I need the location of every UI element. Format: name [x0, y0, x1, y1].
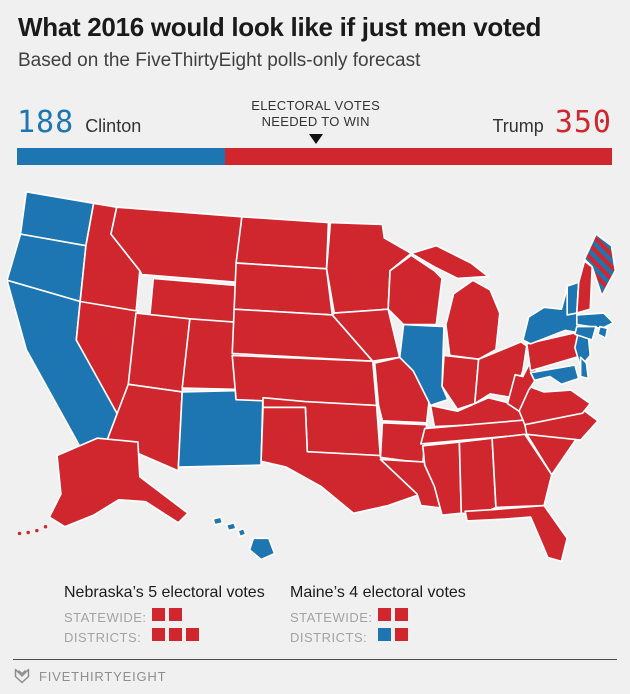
state-AK — [17, 437, 189, 536]
trump-votes: 350 — [554, 105, 612, 140]
state-WI — [387, 254, 443, 326]
state-NH — [575, 260, 594, 314]
state-UT — [127, 312, 191, 393]
down-triangle-icon — [308, 134, 323, 144]
us-map-svg — [7, 190, 617, 563]
state-SD — [233, 262, 334, 316]
maine-districts-squares — [378, 628, 412, 646]
us-map — [7, 186, 623, 586]
trump-ev-square — [186, 628, 199, 641]
nebraska-statewide-row: STATEWIDE: — [64, 608, 265, 626]
state-IN — [441, 354, 480, 411]
footer: FIVETHIRTYEIGHT — [13, 667, 166, 685]
trump-total: Trump 350 — [492, 105, 612, 140]
clinton-bar-segment — [17, 148, 225, 165]
state-RI — [597, 325, 609, 339]
statewide-label: STATEWIDE: — [290, 609, 373, 625]
state-GA — [491, 433, 553, 509]
brand-wordmark: FIVETHIRTYEIGHT — [39, 668, 167, 684]
page-title: What 2016 would look like if just men vo… — [18, 12, 542, 42]
electoral-bar — [17, 148, 612, 165]
trump-ev-square — [152, 628, 165, 641]
maine-statewide-row: STATEWIDE: — [290, 608, 466, 626]
state-HI — [212, 516, 276, 561]
state-MA — [575, 312, 615, 330]
trump-ev-square — [152, 608, 165, 621]
trump-ev-square — [169, 608, 182, 621]
page-subtitle: Based on the FiveThirtyEight polls-only … — [18, 50, 421, 71]
needed-to-win-label: ELECTORAL VOTES NEEDED TO WIN — [206, 98, 426, 130]
fox-icon — [14, 668, 30, 684]
maine-districts-row: DISTRICTS: — [290, 628, 466, 646]
clinton-votes: 188 — [17, 105, 75, 140]
needed-to-win-line2: NEEDED TO WIN — [261, 114, 370, 129]
state-AR — [379, 421, 428, 465]
state-FL — [464, 504, 568, 563]
state-IA — [331, 308, 401, 362]
electoral-bar-section: ELECTORAL VOTES NEEDED TO WIN 188 Clinto… — [17, 96, 612, 166]
state-IL — [398, 323, 449, 407]
state-DE — [579, 356, 590, 380]
nebraska-statewide-squares — [152, 608, 186, 626]
state-AL — [458, 437, 497, 516]
state-CT — [574, 325, 597, 341]
trump-ev-square — [395, 628, 408, 641]
clinton-ev-square — [378, 628, 391, 641]
trump-ev-square — [378, 608, 391, 621]
needed-to-win-line1: ELECTORAL VOTES — [251, 98, 381, 113]
nebraska-legend: Nebraska’s 5 electoral votes STATEWIDE: … — [64, 584, 265, 650]
nebraska-districts-squares — [152, 628, 203, 646]
nebraska-districts-row: DISTRICTS: — [64, 628, 265, 646]
trump-bar-segment — [224, 148, 612, 165]
maine-statewide-squares — [378, 608, 412, 626]
state-MD — [529, 364, 580, 386]
state-MI-lower — [445, 279, 501, 361]
bar-labels: 188 Clinton Trump 350 — [17, 105, 612, 140]
trump-ev-square — [395, 608, 408, 621]
maine-legend-title: Maine’s 4 electoral votes — [290, 584, 466, 601]
trump-ev-square — [169, 628, 182, 641]
trump-name: Trump — [492, 116, 544, 136]
state-TX — [260, 406, 422, 515]
clinton-name: Clinton — [85, 116, 142, 136]
maine-legend: Maine’s 4 electoral votes STATEWIDE: DIS… — [290, 584, 466, 650]
state-ME — [583, 233, 617, 297]
header: What 2016 would look like if just men vo… — [18, 12, 616, 72]
state-KS — [231, 354, 378, 407]
districts-label: DISTRICTS: — [64, 629, 142, 645]
statewide-label: STATEWIDE: — [64, 609, 147, 625]
districts-label: DISTRICTS: — [290, 629, 368, 645]
state-AZ — [106, 383, 183, 472]
state-NM — [177, 389, 264, 468]
states-group — [7, 190, 617, 563]
state-ND — [235, 215, 330, 270]
state-MI-upper — [410, 244, 490, 280]
clinton-total: 188 Clinton — [17, 105, 141, 140]
footer-divider — [13, 659, 617, 660]
nebraska-legend-title: Nebraska’s 5 electoral votes — [64, 584, 265, 601]
